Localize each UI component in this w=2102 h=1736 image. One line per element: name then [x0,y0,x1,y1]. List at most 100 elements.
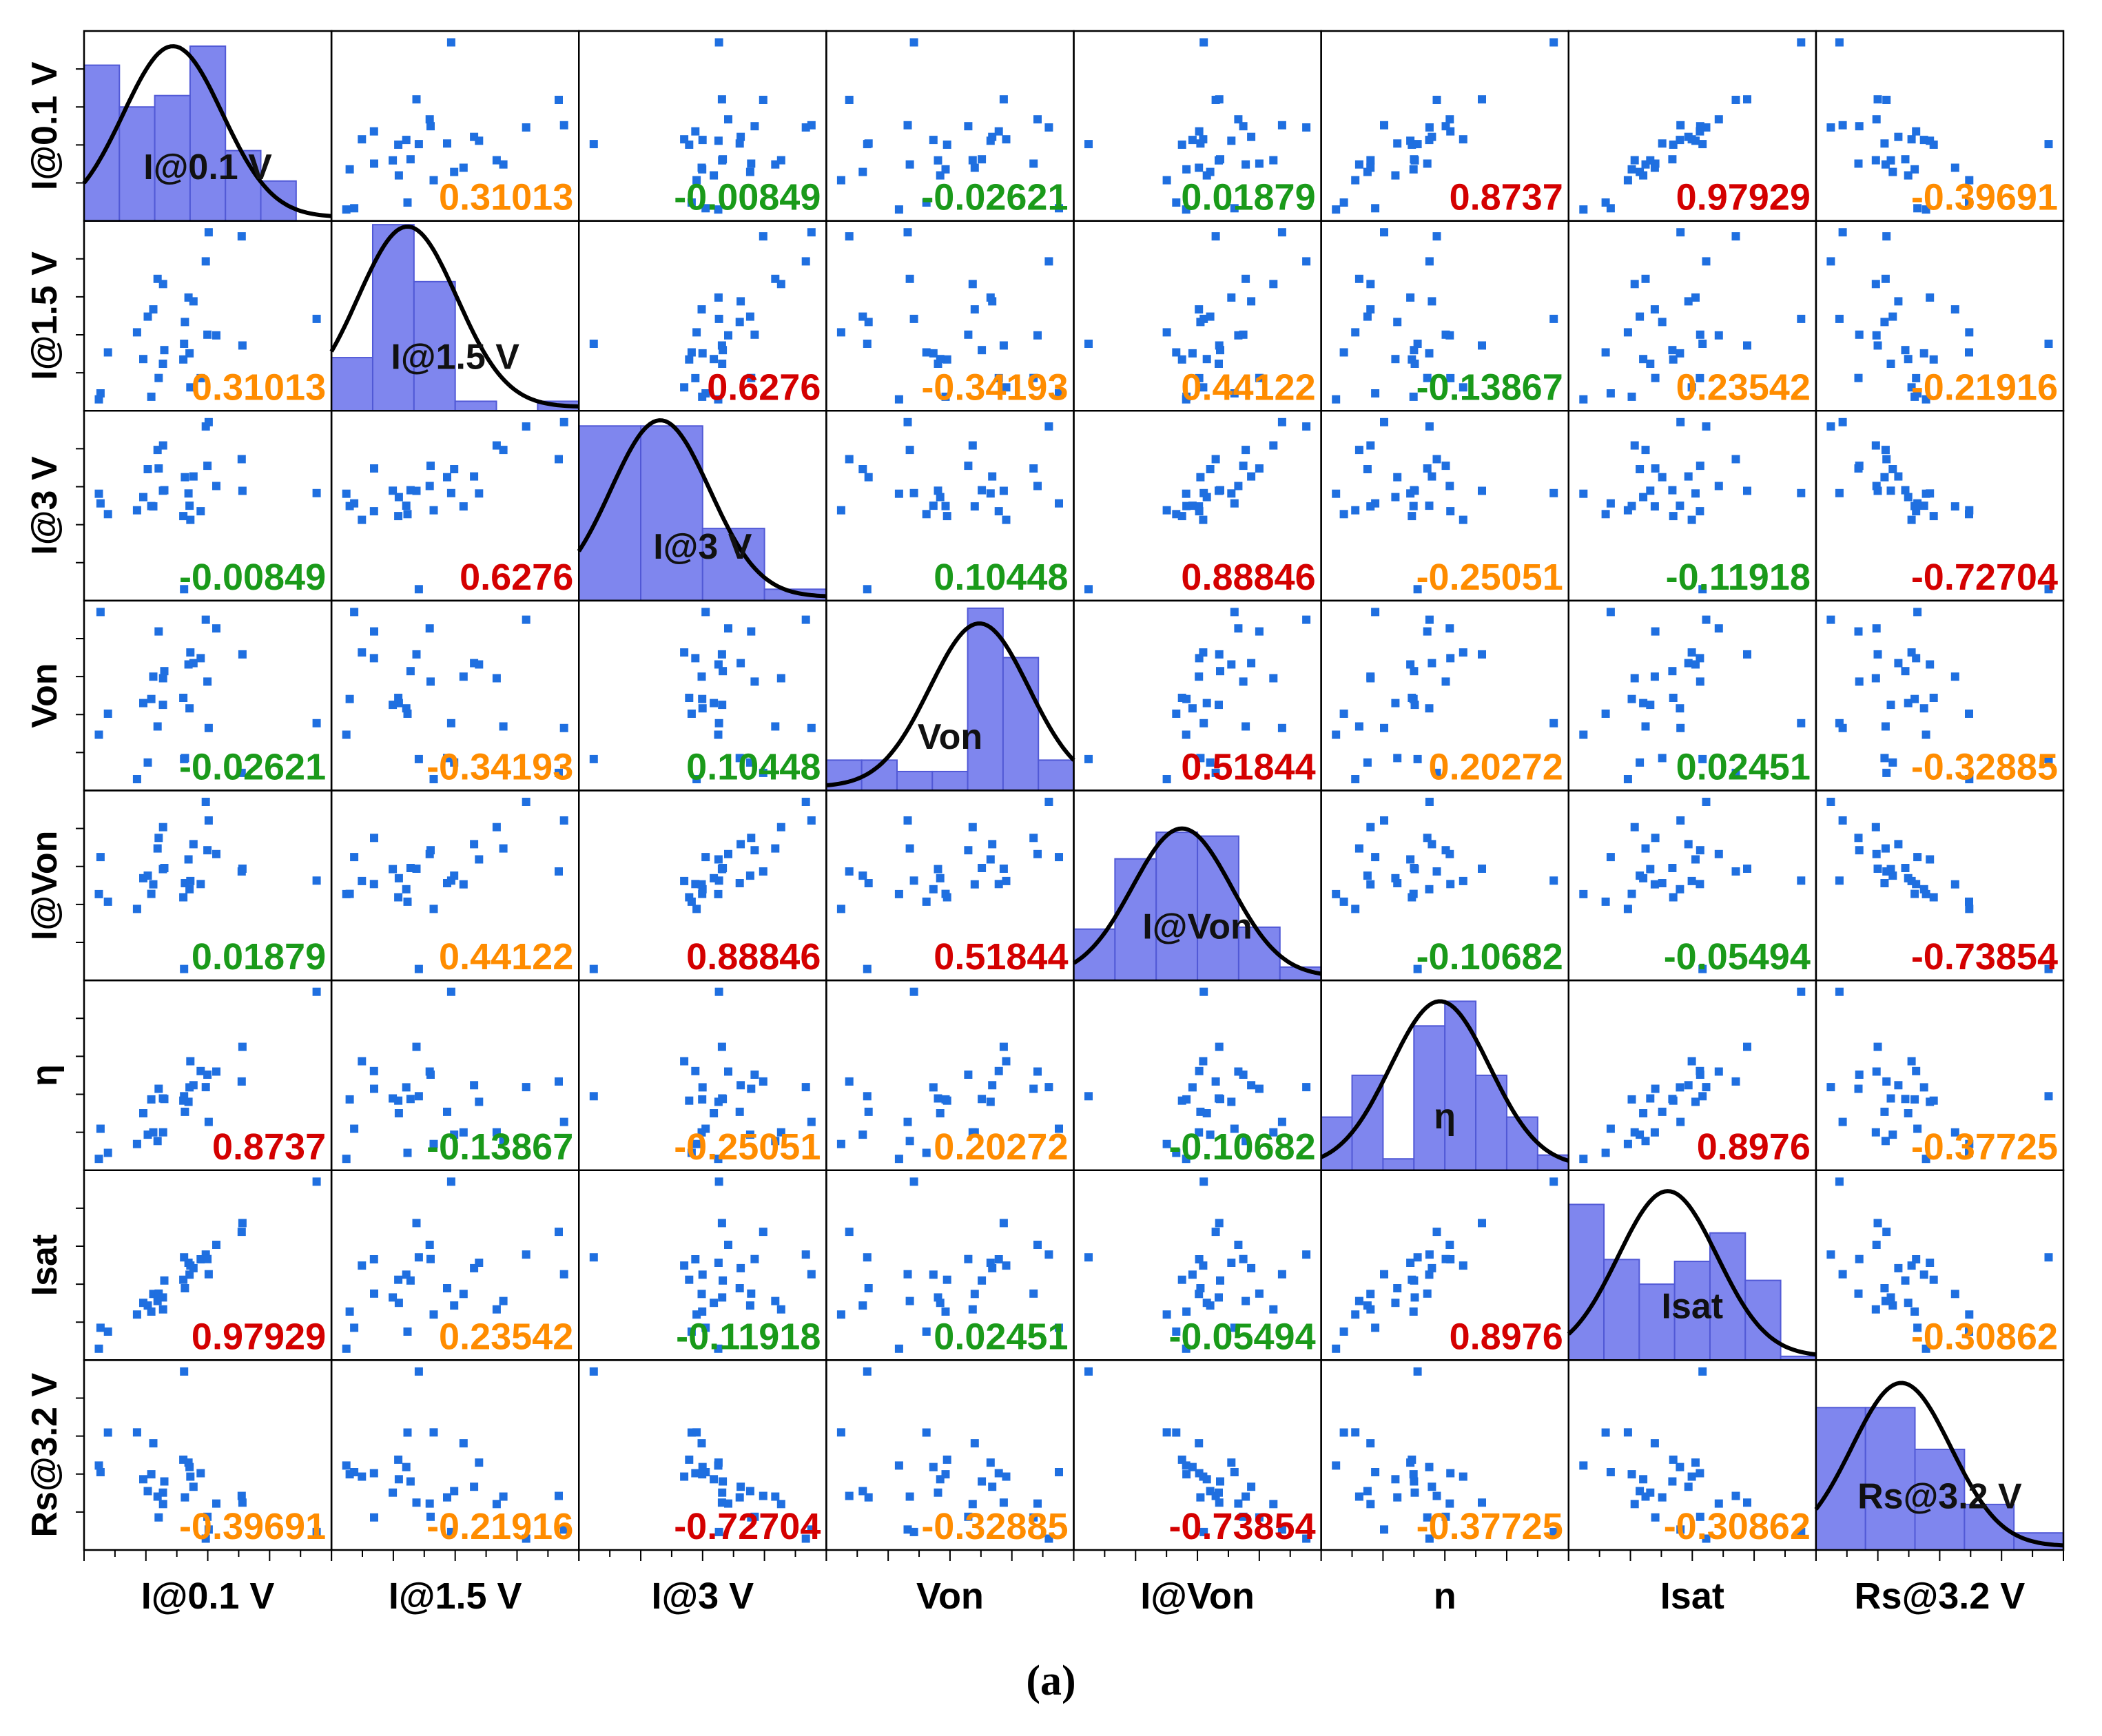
scatter-point [1698,964,1707,973]
scatter-point [1206,1130,1215,1139]
scatter-point [238,1219,247,1228]
scatter-point [1406,136,1415,145]
scatter-point [1177,355,1186,364]
scatter-point [1871,1128,1880,1137]
scatter-point [1676,816,1685,825]
scatter-point [894,205,903,214]
diagonal-label: Von [918,717,982,757]
scatter-point [426,1071,435,1079]
scatter-point [1882,232,1891,241]
scatter-point [1658,1493,1667,1502]
scatter-point [412,650,421,659]
scatter-point [185,704,194,713]
scatter-point [999,1219,1008,1228]
scatter-point [978,346,987,355]
scatter-point [369,127,378,136]
scatter-point [1888,1130,1897,1139]
scatter-point [1432,1228,1441,1237]
scatter-point [1459,135,1467,144]
scatter-point [1601,198,1610,207]
scatter-point [1797,876,1806,885]
scatter-point [1880,139,1889,148]
histogram-bar [454,400,497,412]
scatter-point [196,1469,205,1478]
scatter-point [776,674,785,683]
scatter-point [1910,502,1919,510]
scatter-point [1627,1095,1636,1104]
scatter-point [1687,876,1696,885]
correlation-value: 0.23542 [1676,366,1811,408]
scatter-point [999,1498,1008,1507]
scatter-point [589,1092,598,1101]
scatter-point [1445,624,1454,633]
scatter-point [1797,488,1806,497]
scatter-point [342,489,351,498]
scatter-point [718,360,727,368]
correlation-value: 0.01879 [192,936,326,978]
scatter-point [714,987,723,996]
scatter-point [692,1428,701,1437]
scatter-point [1413,1367,1422,1376]
scatter-point [184,293,193,302]
scatter-point [968,823,977,831]
scatter-point [685,694,694,702]
scatter-point [1921,889,1930,898]
scatter-point [394,512,403,521]
scatter-point [1413,585,1422,594]
scatter-point [934,360,942,368]
scatter-point [1873,865,1882,873]
scatter-point [1410,865,1419,874]
scatter-point [1351,506,1360,515]
scatter-point [724,331,732,340]
scatter-point [698,1270,707,1279]
scatter-point [499,1492,508,1501]
column-label: n [1434,1575,1456,1617]
row-label: Isat [25,1234,65,1296]
scatter-point [999,865,1008,873]
scatter-point [807,1270,816,1279]
scatter-point [1459,876,1467,885]
scatter-point [1882,96,1891,104]
scatter-point [1910,889,1919,898]
scatter-point [154,1084,163,1093]
scatter-point [103,897,112,906]
histogram-bar [1864,1407,1916,1551]
scatter-point [1650,305,1659,314]
scatter-point [936,493,945,502]
scatter-point [905,844,914,853]
scatter-point [103,348,112,357]
scatter-point [1950,672,1959,681]
scatter-point [1302,422,1311,431]
scatter-point [1459,1472,1467,1481]
scatter-point [369,654,378,663]
scatter-point [1277,1525,1286,1534]
scatter-point [1676,228,1685,237]
panel-r5-c0: 0.8737 [83,979,333,1171]
scatter-point [1354,160,1363,169]
scatter-point [203,462,212,471]
scatter-point [1888,312,1897,321]
scatter-point [1162,775,1171,783]
scatter-point [909,488,918,497]
scatter-point [425,115,434,124]
scatter-point [1172,710,1181,718]
scatter-point [1199,1177,1208,1186]
scatter-point [970,1439,979,1448]
scatter-point [1606,1124,1615,1133]
scatter-point [1731,1077,1740,1086]
scatter-point [697,1439,706,1448]
scatter-point [1409,889,1418,898]
scatter-point [1446,507,1455,516]
scatter-point [714,855,723,864]
scatter-point [1255,627,1264,636]
scatter-point [189,1081,198,1090]
scatter-point [2044,140,2053,149]
scatter-point [1623,1139,1632,1148]
scatter-point [342,1155,351,1164]
scatter-point [1393,139,1402,148]
scatter-point [1901,667,1910,676]
scatter-point [1202,355,1211,364]
scatter-point [1919,1270,1928,1279]
scatter-point [1702,798,1711,806]
scatter-point [1366,1290,1375,1299]
